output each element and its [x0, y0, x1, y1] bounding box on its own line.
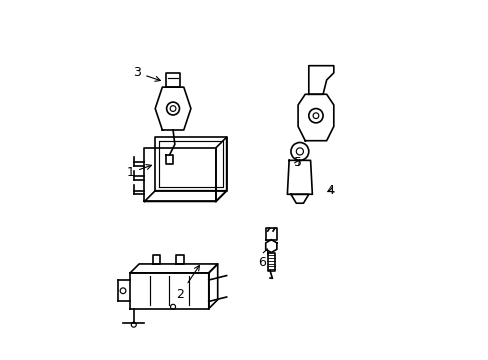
Text: 1: 1 — [126, 165, 151, 179]
Text: 4: 4 — [325, 184, 333, 197]
Text: 3: 3 — [133, 66, 160, 81]
Text: 5: 5 — [293, 156, 302, 168]
Text: 6: 6 — [258, 249, 267, 269]
Text: 2: 2 — [176, 266, 199, 301]
